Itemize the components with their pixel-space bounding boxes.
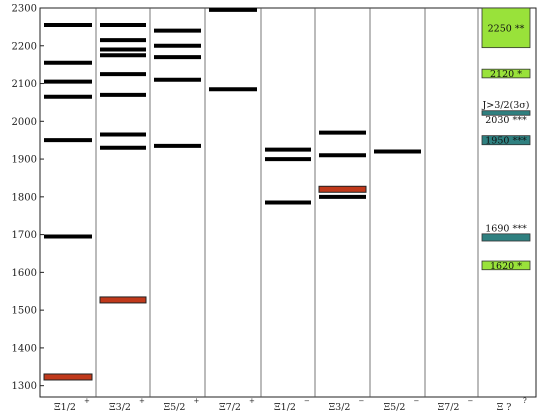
plot-frame bbox=[39, 7, 537, 398]
y-tick-label: 1300 bbox=[12, 381, 37, 392]
experimental-level bbox=[318, 185, 367, 193]
y-tick-label: 2100 bbox=[12, 79, 37, 90]
experimental-band-label: 1620 * bbox=[490, 261, 522, 272]
column-label: Ξ7/2 bbox=[438, 402, 460, 413]
experimental-boxes: 2250 ** 2120 * 1950 *** 1620 * bbox=[481, 7, 531, 272]
y-tick-label: 1500 bbox=[12, 306, 37, 317]
column-parity: − bbox=[414, 397, 420, 405]
annotations: J>3/2(3σ) 2030 *** 1690 *** bbox=[482, 100, 530, 234]
x-axis: Ξ1/2+Ξ3/2+Ξ5/2+Ξ7/2+Ξ1/2−Ξ3/2−Ξ5/2−Ξ7/2−… bbox=[54, 397, 527, 413]
y-tick-label: 1900 bbox=[12, 155, 37, 166]
plot-border bbox=[39, 7, 537, 398]
annotation-label: 1690 *** bbox=[485, 223, 527, 234]
column-parity: + bbox=[194, 397, 200, 405]
y-tick-label: 2300 bbox=[12, 4, 37, 15]
column-parity: − bbox=[468, 397, 474, 405]
experimental-band bbox=[481, 110, 531, 116]
column-label: Ξ1/2 bbox=[274, 402, 296, 413]
experimental-band-label: 2250 ** bbox=[488, 23, 525, 34]
experimental-level bbox=[99, 296, 147, 304]
column-parity: + bbox=[249, 397, 255, 405]
experimental-band bbox=[481, 233, 531, 242]
column-label: Ξ3/2 bbox=[109, 402, 131, 413]
experimental-band-label: 1950 *** bbox=[485, 136, 527, 147]
column-label: Ξ ? bbox=[497, 402, 512, 413]
level-lines bbox=[43, 7, 421, 381]
experimental-band-label: 2120 * bbox=[490, 69, 522, 80]
column-parity: + bbox=[84, 397, 90, 405]
y-tick-label: 1600 bbox=[12, 268, 37, 279]
experimental-level bbox=[43, 373, 93, 381]
column-parity: − bbox=[359, 397, 365, 405]
column-label: Ξ5/2 bbox=[384, 402, 406, 413]
column-label: Ξ3/2 bbox=[329, 402, 351, 413]
column-parity: + bbox=[139, 397, 145, 405]
y-tick-label: 1800 bbox=[12, 192, 37, 203]
column-label: Ξ7/2 bbox=[219, 402, 241, 413]
experimental-band bbox=[481, 7, 531, 49]
annotation-label: 2030 *** bbox=[485, 115, 527, 126]
column-parity: ? bbox=[523, 397, 527, 405]
y-tick-label: 2000 bbox=[12, 117, 37, 128]
experimental-band bbox=[481, 68, 531, 79]
column-label: Ξ5/2 bbox=[164, 402, 186, 413]
y-axis: 1300 1400 1500 1600 1700 1800 1900 2000 2100 2200… bbox=[12, 4, 44, 392]
y-tick-label: 1700 bbox=[12, 230, 37, 241]
y-tick-label: 2200 bbox=[12, 41, 37, 52]
column-label: Ξ1/2 bbox=[54, 402, 76, 413]
experimental-band bbox=[481, 260, 531, 271]
y-tick-label: 1400 bbox=[12, 343, 37, 354]
experimental-band bbox=[481, 135, 531, 146]
annotation-label: J>3/2(3σ) bbox=[482, 100, 530, 111]
column-parity: − bbox=[304, 397, 310, 405]
